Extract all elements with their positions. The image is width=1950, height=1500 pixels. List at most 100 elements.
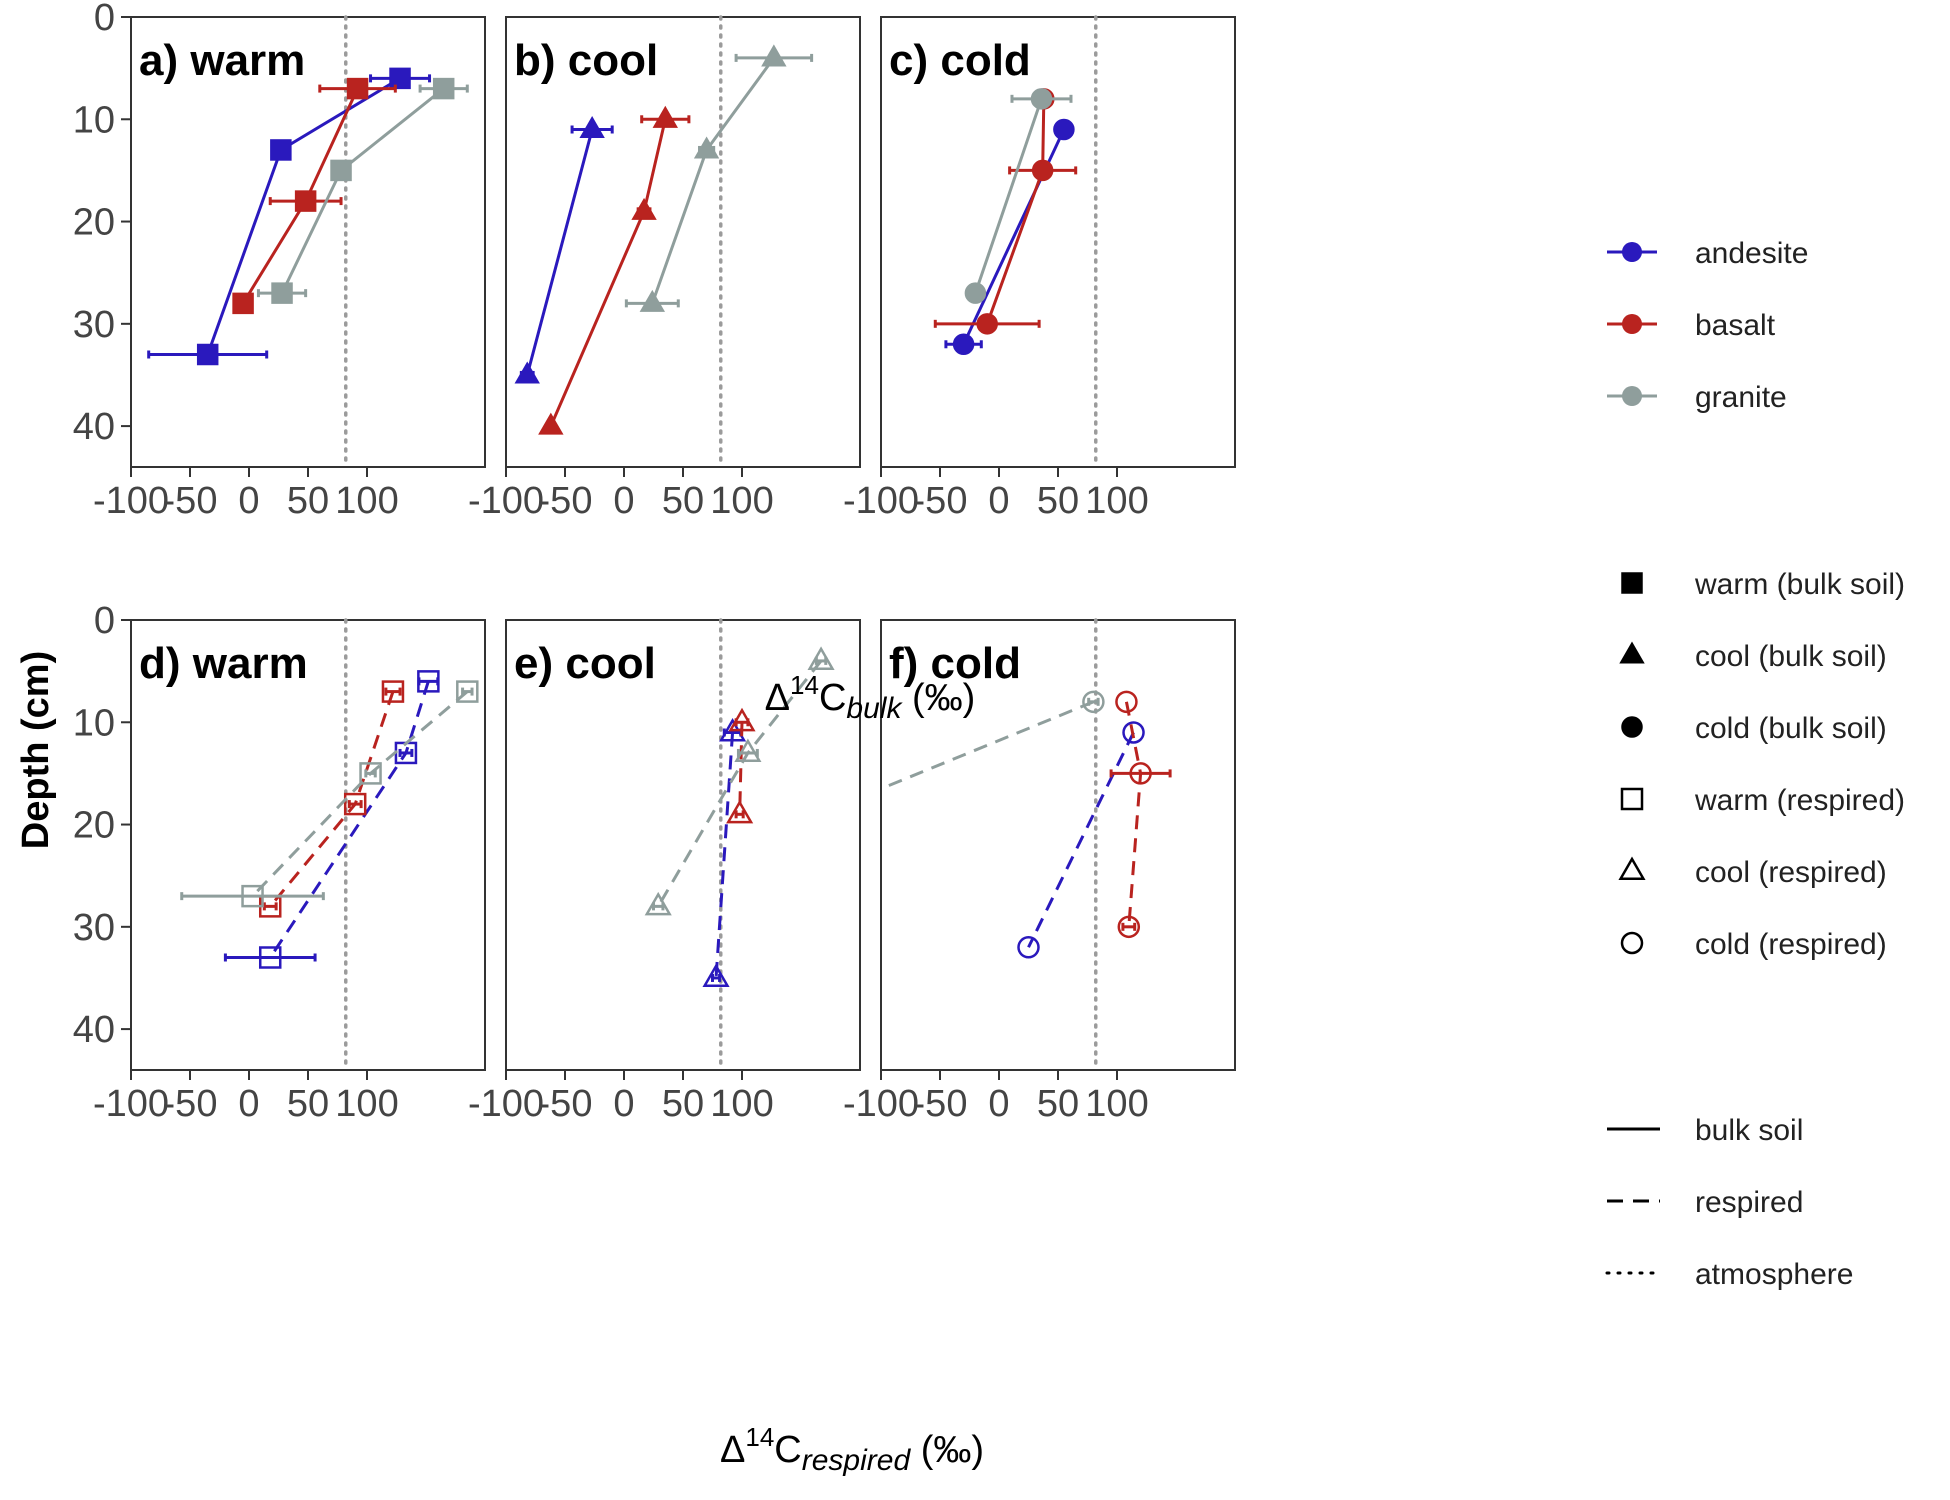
legend-item-linetype: atmosphere [1607, 1258, 1853, 1291]
series-line-basalt [1126, 702, 1140, 927]
series-line-andesite [270, 681, 428, 957]
data-point-basalt [348, 79, 368, 99]
series-granite [965, 89, 1071, 303]
data-point-andesite [198, 345, 218, 365]
panel-b-title: b) cool [514, 36, 658, 85]
triangle-icon [1621, 643, 1644, 663]
x-tick-label: 100 [1085, 1083, 1148, 1125]
legend-label: granite [1695, 381, 1787, 414]
y-tick-label: 10 [73, 99, 115, 141]
y-axis-title: Depth (cm) [15, 651, 57, 849]
triangle-icon [1621, 859, 1644, 879]
series-andesite [946, 120, 1074, 355]
x-tick-label: 100 [335, 480, 398, 522]
x-tick-label: -50 [538, 480, 593, 522]
series-andesite [225, 671, 438, 967]
series-line-basalt [270, 692, 393, 907]
series-line-andesite [527, 130, 592, 375]
data-point-andesite [581, 118, 604, 138]
legend-line-types: bulk soil respired atmosphere [1607, 1114, 1853, 1291]
data-point-andesite [516, 363, 539, 383]
data-point-andesite [271, 140, 291, 160]
legend-label: warm (bulk soil) [1694, 568, 1905, 601]
panel-c-data [935, 89, 1075, 354]
x-axis-title-respired-sup: 14 [745, 1422, 774, 1452]
panel-c: -100-50 0 50 100c) cold [843, 17, 1235, 522]
series-line-andesite [1029, 733, 1134, 948]
data-point-andesite [954, 334, 974, 354]
legend-label: cold (respired) [1695, 928, 1887, 961]
x-tick-label: -100 [468, 1083, 544, 1125]
panel-d-data [182, 671, 478, 967]
x-axis-title-bulk-prefix: Δ [765, 677, 790, 719]
x-axis-title-bulk-sup: 14 [790, 670, 819, 700]
panel-a-data [149, 68, 468, 364]
legend-point-swatch [1622, 386, 1642, 406]
data-point-andesite [390, 68, 410, 88]
x-tick-label: 0 [988, 480, 1009, 522]
x-axis-title-respired: Δ14Crespired (‰) [720, 1422, 984, 1477]
circle-icon [1622, 933, 1642, 953]
data-point-granite [762, 46, 785, 66]
legend-item-andesite: andesite [1607, 237, 1808, 270]
x-tick-label: 50 [1037, 480, 1079, 522]
x-tick-label: 0 [238, 480, 259, 522]
y-tick-label: 20 [73, 202, 115, 244]
legend-item-linetype: respired [1607, 1186, 1803, 1219]
data-point-granite [641, 291, 664, 311]
series-andesite [1019, 723, 1144, 958]
legend-label: bulk soil [1695, 1114, 1803, 1147]
legend-item-shape: cool (respired) [1621, 856, 1887, 889]
legend-label: basalt [1695, 309, 1776, 342]
x-tick-label: 100 [710, 1083, 773, 1125]
x-axis-title-respired-base: C [774, 1429, 801, 1471]
y-tick-label: 10 [73, 702, 115, 744]
series-andesite [149, 68, 430, 364]
x-tick-label: -50 [913, 480, 968, 522]
x-tick-label: -50 [163, 480, 218, 522]
series-granite [182, 682, 478, 907]
data-point-basalt [233, 293, 253, 313]
data-point-basalt [728, 802, 751, 822]
square-icon [1622, 789, 1642, 809]
x-tick-label: 100 [335, 1083, 398, 1125]
data-point-andesite [1054, 120, 1074, 140]
legend-label: warm (respired) [1694, 784, 1905, 817]
legend-item-granite: granite [1607, 381, 1787, 414]
legend-item-linetype: bulk soil [1607, 1114, 1803, 1147]
legend-item-basalt: basalt [1607, 309, 1776, 342]
series-line-basalt [987, 99, 1044, 324]
x-tick-label: 50 [662, 480, 704, 522]
series-basalt [260, 682, 403, 917]
series-basalt [539, 107, 688, 434]
y-tick-label: 0 [94, 0, 115, 39]
x-axis-title-bulk-sub: bulk [846, 692, 903, 725]
x-tick-label: 0 [613, 480, 634, 522]
legend-point-swatch [1622, 242, 1642, 262]
x-tick-label: 0 [238, 1083, 259, 1125]
data-point-basalt [539, 414, 562, 434]
panel-d-title: d) warm [139, 639, 308, 688]
series-line-granite [652, 58, 774, 303]
panel-b: -100-50 0 50 100 b) cool [468, 17, 860, 522]
x-tick-label: -100 [468, 480, 544, 522]
x-tick-label: -100 [93, 1083, 169, 1125]
x-tick-label: -100 [93, 480, 169, 522]
x-tick-label: 100 [710, 480, 773, 522]
legend-point-swatch [1622, 314, 1642, 334]
panel-e-title: e) cool [514, 639, 656, 688]
data-point-basalt [296, 191, 316, 211]
data-point-granite [965, 283, 985, 303]
x-axis-title-respired-suffix: (‰) [910, 1429, 984, 1471]
y-tick-label: 40 [73, 1009, 115, 1051]
x-tick-label: 50 [287, 480, 329, 522]
x-tick-label: -50 [163, 1083, 218, 1125]
legend-label: cool (respired) [1695, 856, 1887, 889]
legend-item-shape: cool (bulk soil) [1621, 640, 1887, 673]
legend-label: cool (bulk soil) [1695, 640, 1887, 673]
y-tick-label: 20 [73, 805, 115, 847]
legend-label: atmosphere [1695, 1258, 1853, 1291]
legend-item-shape: cold (respired) [1622, 928, 1887, 961]
data-point-granite [272, 283, 292, 303]
